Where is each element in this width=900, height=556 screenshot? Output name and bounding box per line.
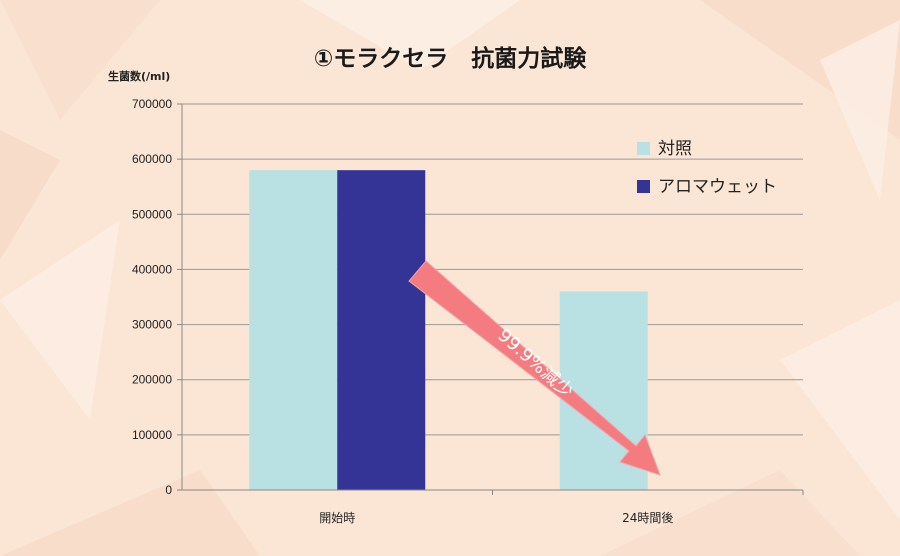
chart-title: ①モラクセラ 抗菌力試験 xyxy=(314,45,587,72)
legend-swatch-control xyxy=(637,142,650,155)
y-axis-ticks: 0 100000 200000 300000 400000 500000 600000 700… xyxy=(132,97,182,497)
y-tick-label: 300000 xyxy=(132,318,172,332)
y-tick-label: 0 xyxy=(165,483,172,497)
y-axis-label: 生菌数(/ml) xyxy=(108,69,170,83)
arrow-shape xyxy=(408,260,661,476)
y-tick-label: 600000 xyxy=(132,152,172,166)
bar-product xyxy=(337,170,426,490)
legend-label-product: アロマウェット xyxy=(658,177,777,197)
legend-swatch-product xyxy=(637,180,650,193)
y-tick-label: 500000 xyxy=(132,207,172,221)
legend: 対照 アロマウェット xyxy=(637,139,777,197)
y-tick-label: 100000 xyxy=(132,428,172,442)
y-tick-label: 200000 xyxy=(132,373,172,387)
bar-control xyxy=(249,170,338,490)
legend-label-control: 対照 xyxy=(658,139,692,159)
x-category-label: 24時間後 xyxy=(622,511,673,525)
x-category-label: 開始時 xyxy=(319,511,355,525)
y-tick-label: 400000 xyxy=(132,262,172,276)
y-tick-label: 700000 xyxy=(132,97,172,111)
bars xyxy=(249,170,648,490)
x-axis-categories: 開始時 24時間後 xyxy=(319,490,804,525)
